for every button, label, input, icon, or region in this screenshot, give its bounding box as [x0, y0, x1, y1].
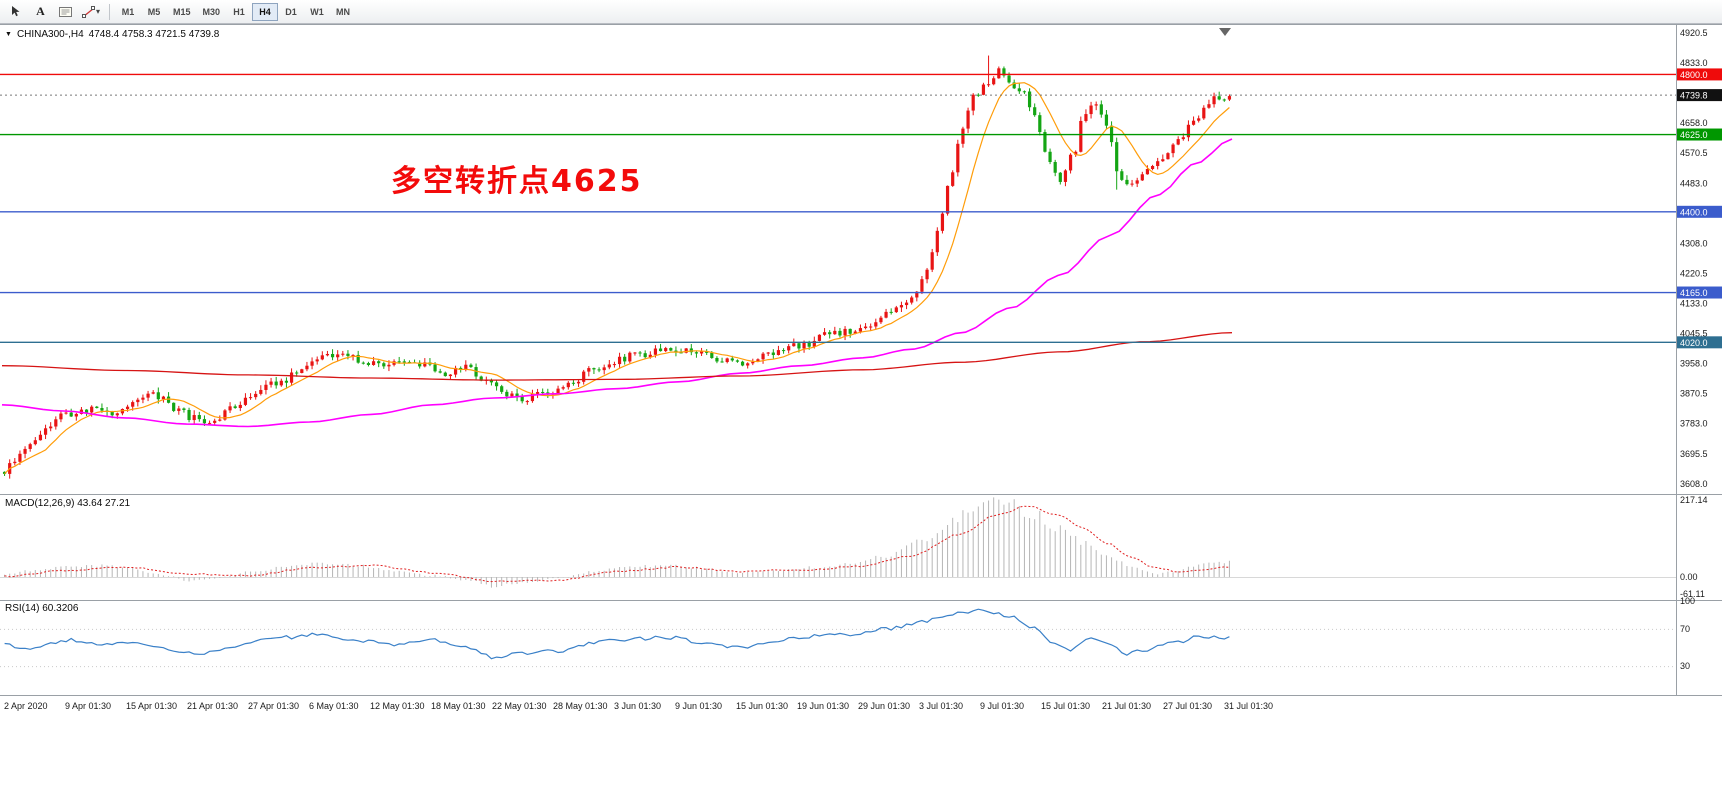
svg-text:100: 100 — [1680, 596, 1695, 606]
svg-text:4483.0: 4483.0 — [1680, 178, 1708, 188]
svg-text:217.14: 217.14 — [1680, 495, 1708, 505]
timeframe-button-m15[interactable]: M15 — [167, 3, 197, 21]
svg-text:0.00: 0.00 — [1680, 572, 1698, 582]
timeframe-button-h4[interactable]: H4 — [252, 2, 279, 21]
svg-text:28 May 01:30: 28 May 01:30 — [553, 701, 608, 711]
svg-text:18 May 01:30: 18 May 01:30 — [431, 701, 486, 711]
svg-text:21 Apr 01:30: 21 Apr 01:30 — [187, 701, 238, 711]
candles — [2, 55, 1232, 479]
toolbar: A ▾ M1 M5 M15 M30 H1 H4 D1 W1 MN — [0, 0, 1722, 24]
svg-text:3695.5: 3695.5 — [1680, 449, 1708, 459]
svg-text:3783.0: 3783.0 — [1680, 419, 1708, 429]
text-tool-label: A — [36, 4, 45, 18]
svg-text:12 May 01:30: 12 May 01:30 — [370, 701, 425, 711]
cursor-tool-button[interactable] — [4, 2, 27, 21]
timeframe-button-w1[interactable]: W1 — [304, 3, 330, 21]
svg-text:3958.0: 3958.0 — [1680, 359, 1708, 369]
svg-text:30: 30 — [1680, 661, 1690, 671]
toolbar-separator — [109, 3, 111, 20]
svg-text:70: 70 — [1680, 624, 1690, 634]
svg-text:9 Jun 01:30: 9 Jun 01:30 — [675, 701, 722, 711]
svg-text:4658.0: 4658.0 — [1680, 118, 1708, 128]
cursor-icon — [11, 6, 19, 17]
svg-text:15 Jul 01:30: 15 Jul 01:30 — [1041, 701, 1090, 711]
text-tool-button[interactable]: A — [29, 2, 52, 21]
timeframe-button-m5[interactable]: M5 — [141, 3, 167, 21]
svg-text:19 Jun 01:30: 19 Jun 01:30 — [797, 701, 849, 711]
rsi-label: RSI(14) 60.3206 — [5, 603, 79, 614]
svg-text:2 Apr 2020: 2 Apr 2020 — [4, 701, 48, 711]
svg-text:15 Jun 01:30: 15 Jun 01:30 — [736, 701, 788, 711]
timeframe-button-d1[interactable]: D1 — [278, 3, 304, 21]
macd-panel: 217.14 0.00 -61.11 — [0, 495, 1708, 599]
chart-shift-marker[interactable] — [1219, 28, 1231, 36]
svg-text:9 Apr 01:30: 9 Apr 01:30 — [65, 701, 111, 711]
price-tags: 4800.0 4625.0 4400.0 4165.0 4020.0 4739.8 — [1677, 68, 1722, 349]
chart-annotation: 多空转折点4625 — [391, 164, 643, 199]
timeframe-button-m30[interactable]: M30 — [197, 3, 227, 21]
svg-text:3 Jul 01:30: 3 Jul 01:30 — [919, 701, 963, 711]
svg-text:4625.0: 4625.0 — [1680, 130, 1708, 140]
text-label-tool-button[interactable] — [54, 2, 77, 21]
trendline-icon — [82, 5, 95, 18]
collapse-triangle-icon[interactable]: ▼ — [5, 31, 12, 38]
svg-text:4220.5: 4220.5 — [1680, 268, 1708, 278]
svg-text:3870.5: 3870.5 — [1680, 389, 1708, 399]
svg-text:9 Jul 01:30: 9 Jul 01:30 — [980, 701, 1024, 711]
svg-text:6 May 01:30: 6 May 01:30 — [309, 701, 359, 711]
timeframe-button-m1[interactable]: M1 — [115, 3, 141, 21]
svg-text:3608.0: 3608.0 — [1680, 479, 1708, 489]
macd-label: MACD(12,26,9) 43.64 27.21 — [5, 498, 131, 509]
svg-text:3 Jun 01:30: 3 Jun 01:30 — [614, 701, 661, 711]
svg-text:29 Jun 01:30: 29 Jun 01:30 — [858, 701, 910, 711]
timeframe-group: M1 M5 M15 M30 H1 H4 D1 W1 MN — [115, 2, 356, 21]
svg-text:4800.0: 4800.0 — [1680, 70, 1708, 80]
svg-text:4308.0: 4308.0 — [1680, 238, 1708, 248]
symbol-name: CHINA300-,H4 — [16, 29, 84, 40]
timeframe-button-mn[interactable]: MN — [330, 3, 356, 21]
svg-text:-61.11: -61.11 — [1680, 589, 1705, 599]
panel-separators — [0, 24, 1722, 696]
svg-text:21 Jul 01:30: 21 Jul 01:30 — [1102, 701, 1151, 711]
svg-text:4833.0: 4833.0 — [1680, 58, 1708, 68]
caret-down-icon: ▾ — [96, 7, 101, 16]
svg-text:4739.8: 4739.8 — [1680, 91, 1708, 101]
label-icon — [59, 6, 72, 17]
svg-text:4133.0: 4133.0 — [1680, 299, 1708, 309]
svg-text:15 Apr 01:30: 15 Apr 01:30 — [126, 701, 177, 711]
svg-text:4045.5: 4045.5 — [1680, 329, 1708, 339]
svg-text:22 May 01:30: 22 May 01:30 — [492, 701, 547, 711]
svg-text:4920.5: 4920.5 — [1680, 28, 1708, 38]
svg-text:31 Jul 01:30: 31 Jul 01:30 — [1224, 701, 1273, 711]
moving-averages — [1, 82, 1233, 475]
svg-text:27 Apr 01:30: 27 Apr 01:30 — [248, 701, 299, 711]
svg-text:4400.0: 4400.0 — [1680, 207, 1708, 217]
horizontal-levels[interactable] — [0, 73, 1676, 344]
svg-text:4570.5: 4570.5 — [1680, 148, 1708, 158]
symbol-ohlc: 4748.4 4758.3 4721.5 4739.8 — [88, 29, 220, 40]
svg-text:27 Jul 01:30: 27 Jul 01:30 — [1163, 701, 1212, 711]
rsi-panel: 100 70 30 — [0, 596, 1695, 671]
draw-tools-button[interactable]: ▾ — [79, 2, 103, 21]
time-axis: 2 Apr 2020 9 Apr 01:30 15 Apr 01:30 21 Apr … — [4, 701, 1273, 711]
svg-text:4165.0: 4165.0 — [1680, 288, 1708, 298]
symbol-info: ▼ CHINA300-,H4 4748.4 4758.3 4721.5 4739… — [5, 29, 219, 40]
timeframe-button-h1[interactable]: H1 — [226, 3, 252, 21]
svg-text:4020.0: 4020.0 — [1680, 338, 1708, 348]
